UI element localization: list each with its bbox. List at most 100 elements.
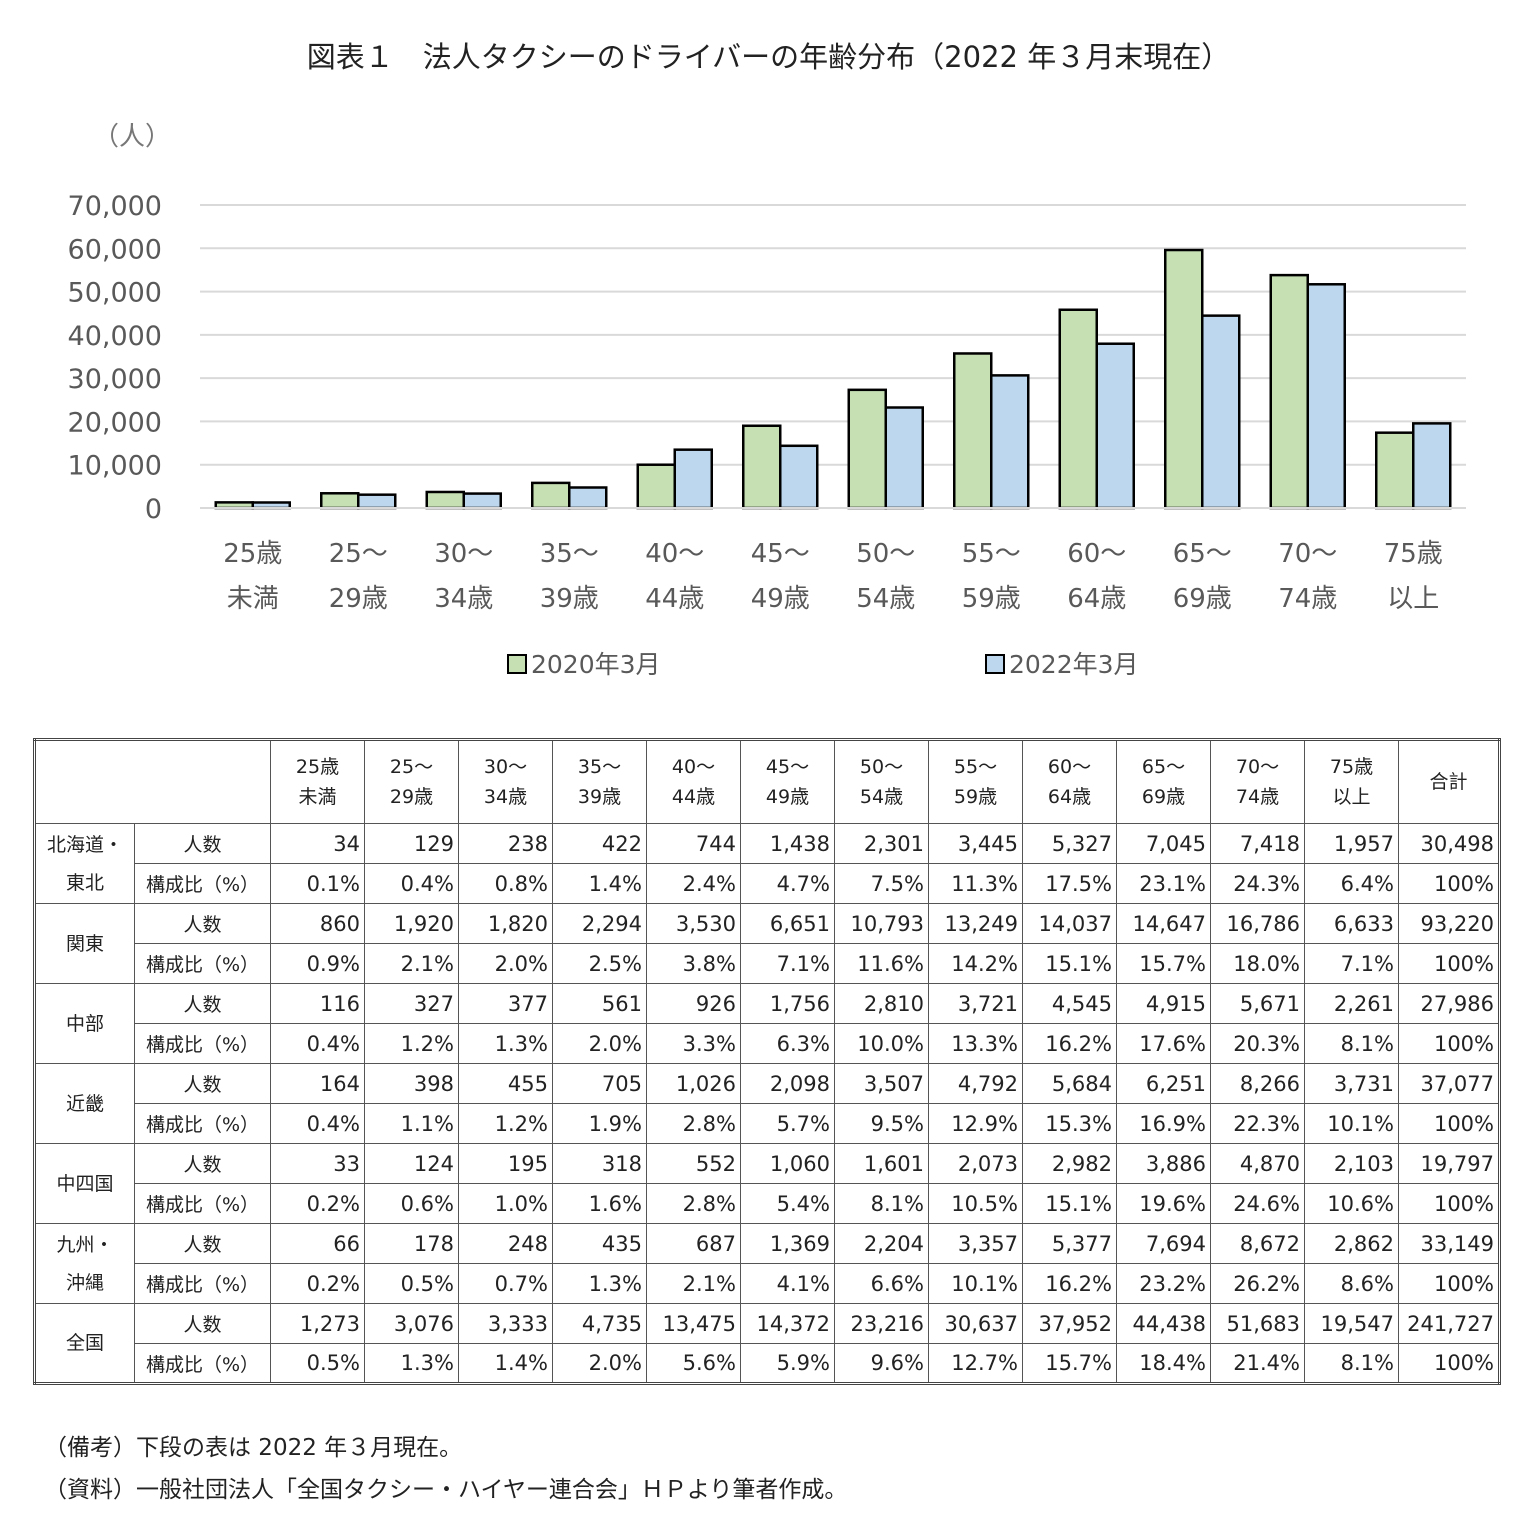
column-header: 50～ 54歳 — [834, 739, 929, 824]
column-header: 合計 — [1398, 739, 1500, 824]
ratio-cell: 2.0% — [552, 1023, 647, 1064]
column-header: 25歳 未満 — [270, 739, 365, 824]
ratio-cell: 100% — [1398, 1103, 1500, 1144]
count-cell: 1,026 — [646, 1063, 741, 1104]
count-cell: 327 — [364, 983, 459, 1024]
age-distribution-table: 25歳 未満 25～ 29歳 30～ 34歳 35～ 39歳 40～ 44歳 45～ 49歳 50～ 54… — [33, 738, 1501, 1385]
count-cell: 3,357 — [928, 1223, 1023, 1264]
count-cell: 4,915 — [1116, 983, 1211, 1024]
count-cell: 926 — [646, 983, 741, 1024]
bar-series2 — [779, 444, 819, 510]
note-remark: （備考）下段の表は 2022 年３月現在。 — [44, 1435, 463, 1461]
table-row: 関東 人数 860 1,920 1,820 2,294 3,530 6,651 10,793 13… — [34, 903, 1500, 984]
count-cell: 705 — [552, 1063, 647, 1104]
bar-series2 — [568, 486, 608, 510]
metric-label: 構成比（%） — [134, 943, 271, 984]
column-header: 35～ 39歳 — [552, 739, 647, 824]
count-cell: 1,957 — [1304, 823, 1399, 864]
metric-label: 構成比（%） — [134, 1343, 271, 1384]
count-cell: 238 — [458, 823, 553, 864]
count-cell: 6,251 — [1116, 1063, 1211, 1104]
bar-series1 — [742, 424, 782, 510]
count-cell: 23,216 — [834, 1303, 929, 1344]
x-tick-label: 64歳 — [1067, 584, 1126, 614]
x-tick-label: 30～ — [434, 539, 493, 569]
ratio-cell: 0.2% — [270, 1263, 365, 1304]
ratio-cell: 7.1% — [1304, 943, 1399, 984]
x-tick-label: 69歳 — [1173, 584, 1232, 614]
count-cell: 19,547 — [1304, 1303, 1399, 1344]
ratio-cell: 16.2% — [1022, 1263, 1117, 1304]
bar-series2 — [1306, 283, 1346, 510]
ratio-cell: 1.1% — [364, 1103, 459, 1144]
ratio-cell: 15.7% — [1116, 943, 1211, 984]
ratio-cell: 0.9% — [270, 943, 365, 984]
x-tick-label: 25～ — [329, 539, 388, 569]
ratio-cell: 2.1% — [646, 1263, 741, 1304]
count-cell: 124 — [364, 1143, 459, 1184]
count-cell: 16,786 — [1210, 903, 1305, 944]
ratio-cell: 5.7% — [740, 1103, 835, 1144]
ratio-cell: 100% — [1398, 863, 1500, 904]
count-cell: 6,651 — [740, 903, 835, 944]
ratio-cell: 1.4% — [458, 1343, 553, 1384]
ratio-cell: 0.7% — [458, 1263, 553, 1304]
ratio-cell: 10.1% — [928, 1263, 1023, 1304]
count-cell: 2,862 — [1304, 1223, 1399, 1264]
column-header: 40～ 44歳 — [646, 739, 741, 824]
ratio-cell: 3.3% — [646, 1023, 741, 1064]
bar-chart: （人） 0 10,000 20,000 30,000 40,000 50,000 60,000… — [68, 122, 1466, 679]
ratio-cell: 6.4% — [1304, 863, 1399, 904]
bar-series2 — [462, 492, 502, 510]
table-header: 25歳 未満 25～ 29歳 30～ 34歳 35～ 39歳 40～ 44歳 45～ 49歳 50～ 54… — [34, 739, 1500, 824]
count-cell: 5,377 — [1022, 1223, 1117, 1264]
table-row: 構成比（%） 0.2% 0.6% 1.0% 1.6% 2.8% 5.4% 8.1% 10.5% 1… — [35, 1183, 1500, 1224]
table-row: 九州・ 沖縄 人数 66 178 248 435 687 1,369 2,204 3,357 5,37… — [34, 1223, 1500, 1304]
ratio-cell: 17.6% — [1116, 1023, 1211, 1064]
count-cell: 93,220 — [1398, 903, 1500, 944]
count-cell: 318 — [552, 1143, 647, 1184]
y-tick-label: 20,000 — [68, 407, 162, 438]
region-label: 北海道・ 東北 — [34, 823, 135, 904]
legend-swatch — [507, 654, 527, 674]
x-tick-label: 未満 — [227, 584, 279, 614]
y-unit-label: （人） — [93, 122, 171, 152]
bar-series1 — [1269, 273, 1309, 510]
count-cell: 195 — [458, 1143, 553, 1184]
ratio-cell: 20.3% — [1210, 1023, 1305, 1064]
ratio-cell: 5.6% — [646, 1343, 741, 1384]
bar-series1 — [636, 463, 676, 510]
count-cell: 2,982 — [1022, 1143, 1117, 1184]
count-cell: 2,301 — [834, 823, 929, 864]
count-cell: 5,327 — [1022, 823, 1117, 864]
ratio-cell: 23.1% — [1116, 863, 1211, 904]
bar-series1 — [847, 388, 887, 510]
ratio-cell: 15.3% — [1022, 1103, 1117, 1144]
metric-label: 人数 — [134, 983, 271, 1024]
x-tick-label: 55～ — [962, 539, 1021, 569]
metric-label: 構成比（%） — [134, 1103, 271, 1144]
count-cell: 27,986 — [1398, 983, 1500, 1024]
ratio-cell: 1.2% — [364, 1023, 459, 1064]
ratio-cell: 15.1% — [1022, 1183, 1117, 1224]
ratio-cell: 0.4% — [270, 1023, 365, 1064]
table-body: 北海道・ 東北 人数 34 129 238 422 744 1,438 2,301 3,445 5,3… — [34, 823, 1500, 1384]
column-header: 70～ 74歳 — [1210, 739, 1305, 824]
count-cell: 3,333 — [458, 1303, 553, 1344]
count-cell: 1,273 — [270, 1303, 365, 1344]
ratio-cell: 13.3% — [928, 1023, 1023, 1064]
count-cell: 1,369 — [740, 1223, 835, 1264]
count-cell: 3,886 — [1116, 1143, 1211, 1184]
ratio-cell: 15.7% — [1022, 1343, 1117, 1384]
count-cell: 422 — [552, 823, 647, 864]
count-cell: 4,735 — [552, 1303, 647, 1344]
legend-label: 2022年3月 — [1009, 650, 1139, 679]
ratio-cell: 100% — [1398, 1343, 1500, 1384]
ratio-cell: 0.4% — [270, 1103, 365, 1144]
ratio-cell: 100% — [1398, 1023, 1500, 1064]
ratio-cell: 26.2% — [1210, 1263, 1305, 1304]
x-tick-label: 70～ — [1278, 539, 1337, 569]
count-cell: 2,810 — [834, 983, 929, 1024]
count-cell: 44,438 — [1116, 1303, 1211, 1344]
ratio-cell: 1.0% — [458, 1183, 553, 1224]
